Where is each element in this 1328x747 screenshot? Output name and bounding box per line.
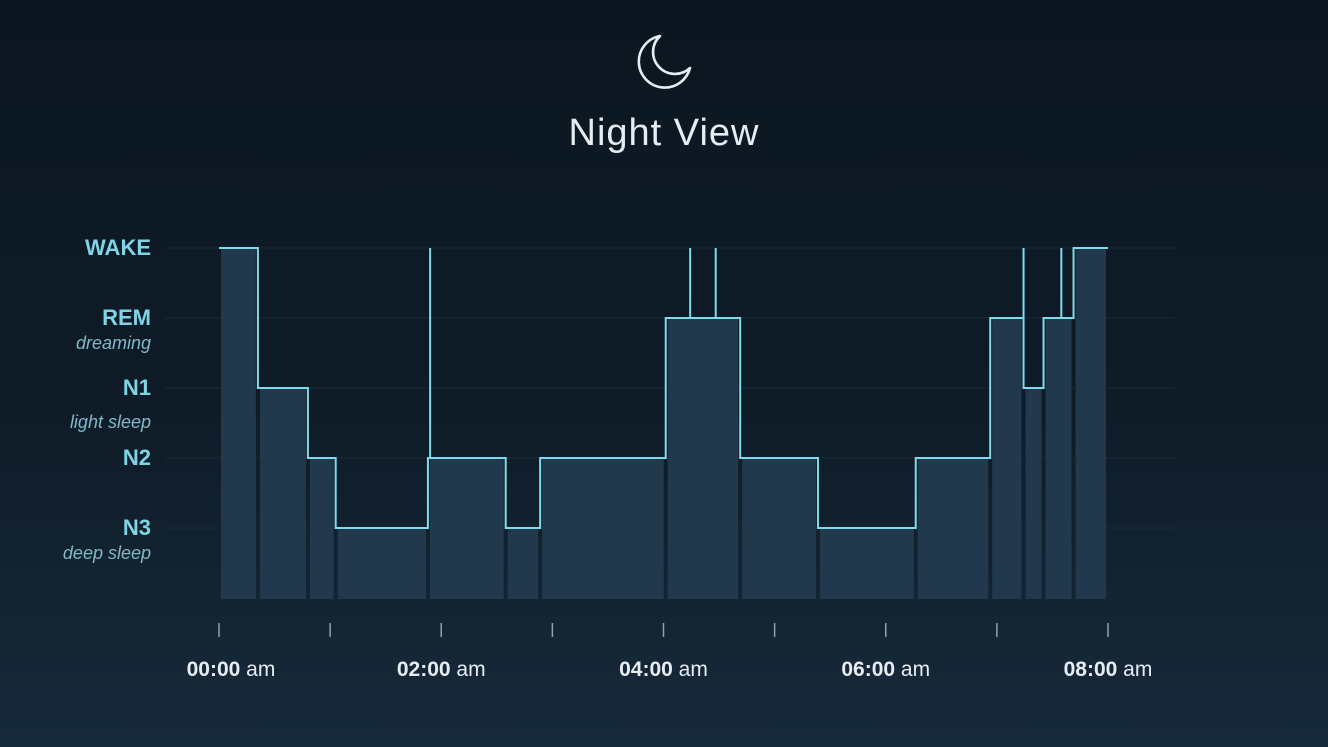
stage-bar-9 <box>742 458 816 599</box>
stage-bar-10 <box>819 528 914 599</box>
y-sublabel-n1: light sleep <box>70 412 151 432</box>
stage-bar-15 <box>1075 248 1106 599</box>
header: Night View <box>0 0 1328 170</box>
stage-bar-6 <box>507 528 539 599</box>
moon-icon <box>637 34 692 89</box>
y-label-n2: N2 <box>123 445 151 470</box>
stage-bar-11 <box>917 458 989 599</box>
x-tick-label: 00:00 am <box>187 658 276 681</box>
stage-bar-14 <box>1045 318 1072 599</box>
y-sublabel-rem: dreaming <box>76 333 151 353</box>
y-label-wake: WAKE <box>85 235 151 260</box>
stage-bar-2 <box>259 388 306 599</box>
stage-bar-12 <box>992 318 1022 599</box>
stage-bar-13 <box>1025 388 1042 599</box>
y-label-n1: N1 <box>123 375 151 400</box>
page-title: Night View <box>568 112 760 154</box>
hypnogram-step-line <box>219 247 1108 529</box>
stage-bar-5 <box>429 458 504 599</box>
stage-bar-1 <box>221 248 256 599</box>
y-label-n3: N3 <box>123 515 151 540</box>
x-tick-label: 06:00 am <box>841 658 930 681</box>
y-sublabel-n3: deep sleep <box>63 543 151 563</box>
x-tick-label: 04:00 am <box>619 658 708 681</box>
stage-bar-8 <box>667 318 739 599</box>
stage-bar-4 <box>337 528 426 599</box>
stage-bar-3 <box>309 458 334 599</box>
x-tick-label: 02:00 am <box>397 658 486 681</box>
stage-bar-7 <box>542 458 664 599</box>
y-label-rem: REM <box>102 305 151 330</box>
x-tick-label: 08:00 am <box>1064 658 1153 681</box>
